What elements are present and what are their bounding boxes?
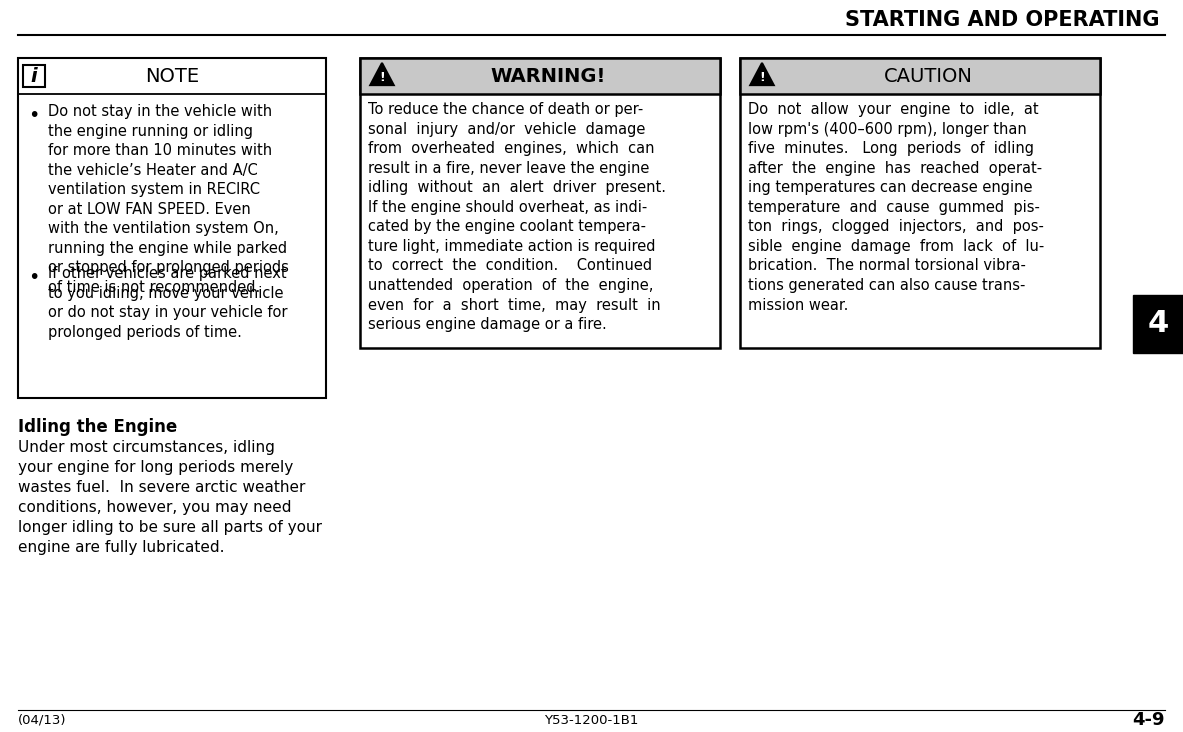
Bar xyxy=(360,58,720,94)
Text: 4-9: 4-9 xyxy=(1132,711,1165,729)
Bar xyxy=(741,58,1100,94)
Text: Do not stay in the vehicle with
the engine running or idling
for more than 10 mi: Do not stay in the vehicle with the engi… xyxy=(49,104,289,295)
Text: NOTE: NOTE xyxy=(146,67,199,86)
Text: !: ! xyxy=(379,72,384,84)
Text: If other vehicles are parked next
to you idling, move your vehicle
or do not sta: If other vehicles are parked next to you… xyxy=(49,266,287,340)
Text: Y53-1200-1B1: Y53-1200-1B1 xyxy=(544,714,638,726)
Text: Do  not  allow  your  engine  to  idle,  at
low rpm's (400–600 rpm), longer than: Do not allow your engine to idle, at low… xyxy=(748,102,1045,313)
Text: i: i xyxy=(31,67,38,86)
Text: (04/13): (04/13) xyxy=(18,714,66,726)
Text: •: • xyxy=(28,268,40,287)
Polygon shape xyxy=(370,63,394,85)
Text: CAUTION: CAUTION xyxy=(884,67,972,86)
Text: 4: 4 xyxy=(1148,310,1169,338)
Text: WARNING!: WARNING! xyxy=(490,67,606,86)
Polygon shape xyxy=(750,63,774,85)
Bar xyxy=(741,58,1100,348)
Text: Under most circumstances, idling
your engine for long periods merely
wastes fuel: Under most circumstances, idling your en… xyxy=(18,440,322,555)
Bar xyxy=(360,58,720,348)
Text: Idling the Engine: Idling the Engine xyxy=(18,418,177,436)
Text: To reduce the chance of death or per-
sonal  injury  and/or  vehicle  damage
fro: To reduce the chance of death or per- so… xyxy=(368,102,666,332)
Bar xyxy=(18,58,327,398)
Bar xyxy=(1133,295,1183,353)
Text: STARTING AND OPERATING: STARTING AND OPERATING xyxy=(846,10,1161,30)
Bar xyxy=(22,65,45,87)
Text: •: • xyxy=(28,106,40,125)
Text: !: ! xyxy=(759,72,765,84)
